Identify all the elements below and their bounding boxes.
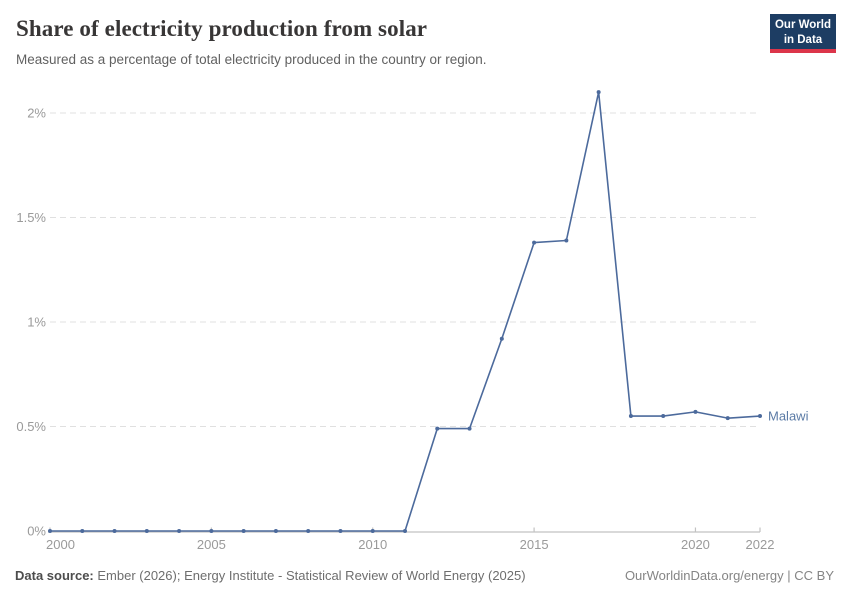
page-title: Share of electricity production from sol…	[16, 16, 428, 41]
data-point	[48, 529, 52, 533]
page-subtitle: Measured as a percentage of total electr…	[16, 52, 487, 67]
data-point	[403, 529, 407, 533]
x-axis-label: 2005	[197, 537, 226, 552]
data-point	[209, 529, 214, 533]
data-point	[596, 90, 601, 95]
footer-source-label: Data source:	[15, 568, 94, 583]
data-point	[338, 529, 343, 533]
data-point	[241, 529, 246, 533]
malawi-line	[50, 91, 761, 532]
footer-license-link[interactable]: OurWorldinData.org/energy | CC BY	[624, 568, 834, 583]
data-point	[467, 426, 472, 431]
data-point	[532, 240, 537, 245]
owid-logo[interactable]: Our World in Data	[770, 14, 836, 53]
data-point	[628, 414, 633, 419]
data-point	[177, 529, 182, 533]
y-axis-label: 0.5%	[16, 419, 46, 434]
owid-logo-line1: Our World	[774, 19, 831, 31]
data-point	[370, 529, 375, 533]
data-point	[80, 529, 85, 533]
data-point	[306, 529, 311, 533]
data-point	[725, 416, 730, 421]
footer-source: Data source: Ember (2026); Energy Instit…	[15, 568, 526, 583]
x-axis-label: 2015	[520, 537, 549, 552]
y-axis-label: 2%	[27, 106, 46, 121]
x-axis-label: 2020	[681, 537, 710, 552]
owid-logo-line2: in Data	[783, 33, 823, 46]
entity-label-malawi: Malawi	[768, 409, 809, 424]
y-axis-label: 0%	[27, 524, 46, 539]
data-point	[661, 414, 666, 419]
data-point	[273, 529, 278, 533]
x-axis-label: 2010	[358, 537, 387, 552]
x-axis-label: 2000	[46, 537, 75, 552]
data-point	[564, 238, 569, 243]
data-point	[112, 529, 117, 533]
y-axis-label: 1.5%	[16, 210, 46, 225]
data-point	[144, 529, 149, 533]
x-axis-label: 2022	[746, 537, 775, 552]
y-axis-label: 1%	[27, 315, 46, 330]
data-point	[758, 414, 762, 419]
data-point	[435, 426, 440, 431]
footer-source-text: Ember (2026); Energy Institute - Statist…	[93, 568, 526, 583]
data-point	[693, 409, 698, 414]
data-point	[499, 336, 504, 341]
